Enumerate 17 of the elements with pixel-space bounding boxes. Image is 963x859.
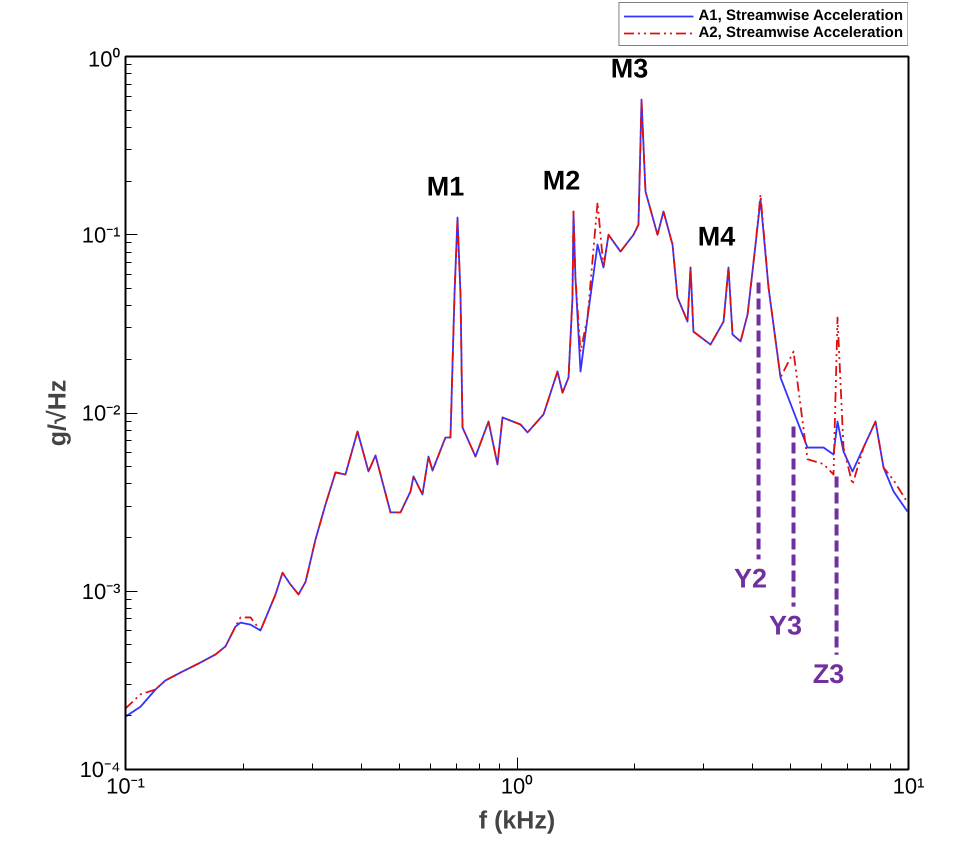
y-tick-label: 10⁰ (88, 46, 121, 72)
x-tick-label: 10¹ (892, 774, 924, 798)
y-tick-label: 10⁻¹ (82, 222, 120, 248)
series-label: Z3 (812, 658, 844, 689)
x-tick-label: 10⁰ (500, 774, 534, 798)
y-tick-label: 10⁻³ (82, 578, 120, 604)
legend-label: A2, Streamwise Acceleration (698, 24, 903, 41)
annotation: M2 (542, 166, 580, 196)
annotation: M1 (426, 171, 464, 202)
x-axis-title: f (kHz) (478, 806, 556, 834)
series-label: Y2 (734, 563, 768, 594)
y-axis-title: g/√Hz (44, 380, 72, 446)
legend-label: A1, Streamwise Acceleration (698, 7, 903, 24)
series-label: Y3 (769, 610, 802, 641)
annotation: M4 (698, 222, 736, 252)
annotation: M3 (610, 53, 648, 84)
y-tick-label: 10⁻² (82, 400, 120, 426)
